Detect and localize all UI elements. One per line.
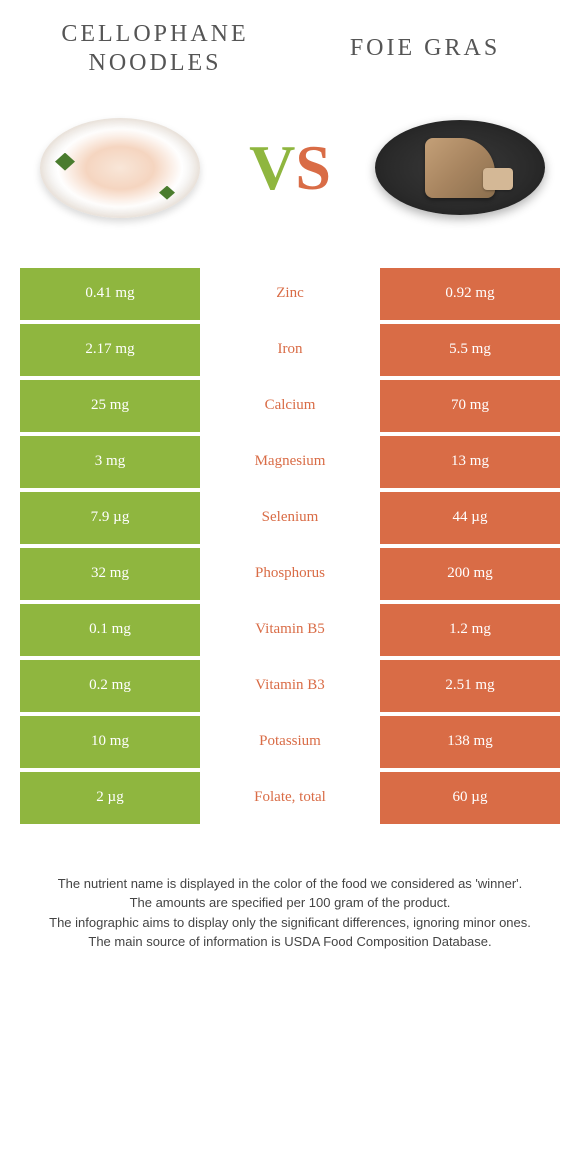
nutrient-table: 0.41 mgZinc0.92 mg2.17 mgIron5.5 mg25 mg…	[20, 268, 560, 824]
table-row: 3 mgMagnesium13 mg	[20, 436, 560, 488]
titles-row: CELLOPHANE NOODLES FOIE GRAS	[20, 20, 560, 78]
table-row: 25 mgCalcium70 mg	[20, 380, 560, 432]
cell-nutrient-label: Calcium	[200, 380, 380, 432]
footer-line: The infographic aims to display only the…	[35, 913, 545, 933]
infographic-container: CELLOPHANE NOODLES FOIE GRAS VS 0.41 mgZ…	[0, 0, 580, 952]
foie-slice-icon	[483, 168, 513, 190]
cell-right-value: 2.51 mg	[380, 660, 560, 712]
table-row: 0.2 mgVitamin B32.51 mg	[20, 660, 560, 712]
cell-right-value: 1.2 mg	[380, 604, 560, 656]
food-image-left	[30, 108, 210, 228]
vs-row: VS	[20, 108, 560, 228]
footer-line: The nutrient name is displayed in the co…	[35, 874, 545, 894]
cell-nutrient-label: Phosphorus	[200, 548, 380, 600]
food-image-right	[370, 108, 550, 228]
cell-nutrient-label: Zinc	[200, 268, 380, 320]
table-row: 7.9 µgSelenium44 µg	[20, 492, 560, 544]
cell-nutrient-label: Vitamin B3	[200, 660, 380, 712]
cell-left-value: 25 mg	[20, 380, 200, 432]
cell-left-value: 3 mg	[20, 436, 200, 488]
cell-right-value: 138 mg	[380, 716, 560, 768]
table-row: 2.17 mgIron5.5 mg	[20, 324, 560, 376]
noodles-icon	[40, 118, 200, 218]
table-row: 0.1 mgVitamin B51.2 mg	[20, 604, 560, 656]
table-row: 32 mgPhosphorus200 mg	[20, 548, 560, 600]
cell-left-value: 0.1 mg	[20, 604, 200, 656]
cell-left-value: 10 mg	[20, 716, 200, 768]
table-row: 10 mgPotassium138 mg	[20, 716, 560, 768]
footer-notes: The nutrient name is displayed in the co…	[20, 874, 560, 952]
footer-line: The amounts are specified per 100 gram o…	[35, 893, 545, 913]
title-left: CELLOPHANE NOODLES	[20, 20, 290, 78]
footer-line: The main source of information is USDA F…	[35, 932, 545, 952]
cell-right-value: 13 mg	[380, 436, 560, 488]
cell-left-value: 0.41 mg	[20, 268, 200, 320]
foie-icon	[375, 120, 545, 215]
vs-s: S	[295, 132, 331, 203]
cell-left-value: 0.2 mg	[20, 660, 200, 712]
cell-nutrient-label: Potassium	[200, 716, 380, 768]
cell-right-value: 60 µg	[380, 772, 560, 824]
cell-nutrient-label: Magnesium	[200, 436, 380, 488]
cell-nutrient-label: Folate, total	[200, 772, 380, 824]
cell-left-value: 7.9 µg	[20, 492, 200, 544]
title-right: FOIE GRAS	[290, 34, 560, 63]
cell-nutrient-label: Iron	[200, 324, 380, 376]
table-row: 0.41 mgZinc0.92 mg	[20, 268, 560, 320]
table-row: 2 µgFolate, total60 µg	[20, 772, 560, 824]
cell-left-value: 2.17 mg	[20, 324, 200, 376]
cell-right-value: 5.5 mg	[380, 324, 560, 376]
cell-right-value: 200 mg	[380, 548, 560, 600]
cell-right-value: 70 mg	[380, 380, 560, 432]
cell-left-value: 32 mg	[20, 548, 200, 600]
foie-piece-icon	[425, 138, 495, 198]
vs-v: V	[249, 132, 295, 203]
cell-nutrient-label: Vitamin B5	[200, 604, 380, 656]
cell-left-value: 2 µg	[20, 772, 200, 824]
cell-right-value: 44 µg	[380, 492, 560, 544]
vs-label: VS	[239, 131, 341, 205]
cell-nutrient-label: Selenium	[200, 492, 380, 544]
cell-right-value: 0.92 mg	[380, 268, 560, 320]
